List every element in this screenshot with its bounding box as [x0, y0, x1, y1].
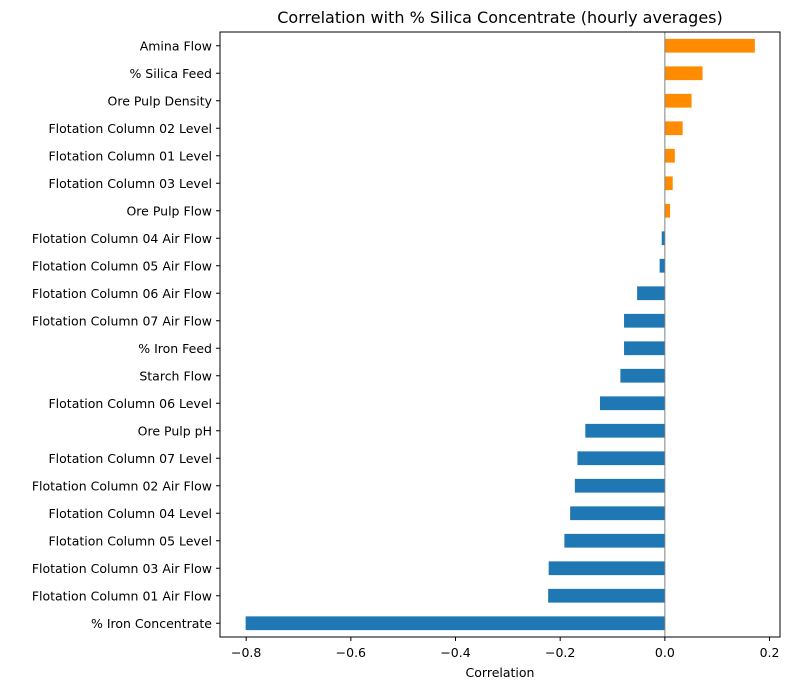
chart-title: Correlation with % Silica Concentrate (h… — [277, 8, 723, 27]
y-tick-label-19: Flotation Column 03 Air Flow — [32, 561, 212, 576]
y-tick-label-5: Flotation Column 03 Level — [48, 176, 212, 191]
bar-21 — [245, 616, 665, 631]
x-tick-label-3: −0.2 — [545, 645, 575, 660]
y-tick-label-4: Flotation Column 01 Level — [48, 148, 212, 163]
y-tick-label-18: Flotation Column 05 Level — [48, 533, 212, 548]
bar-16 — [574, 478, 665, 493]
y-tick-label-11: % Iron Feed — [138, 341, 212, 356]
bars-group — [245, 38, 755, 631]
x-ticks: −0.8 −0.6 −0.4 −0.2 0.0 0.2 — [231, 637, 779, 660]
y-tick-label-20: Flotation Column 01 Air Flow — [32, 588, 212, 603]
x-tick-label-2: −0.4 — [440, 645, 470, 660]
plot-frame — [219, 31, 781, 638]
bar-10 — [624, 313, 665, 328]
bar-19 — [548, 561, 665, 576]
bar-12 — [620, 368, 665, 383]
y-tick-label-21: % Iron Concentrate — [91, 616, 212, 631]
y-tick-label-0: Amina Flow — [140, 38, 212, 53]
bar-11 — [624, 341, 665, 356]
y-tick-label-12: Starch Flow — [139, 368, 212, 383]
bar-3 — [664, 121, 683, 136]
bar-15 — [577, 451, 665, 466]
y-tick-label-6: Ore Pulp Flow — [126, 203, 212, 218]
bar-6 — [664, 203, 671, 218]
x-tick-label-5: 0.2 — [760, 645, 780, 660]
bar-1 — [664, 66, 703, 81]
y-tick-label-17: Flotation Column 04 Level — [48, 506, 212, 521]
y-tick-label-2: Ore Pulp Density — [107, 93, 212, 108]
x-tick-label-4: 0.0 — [655, 645, 675, 660]
bar-8 — [659, 258, 665, 273]
x-axis-label: Correlation — [466, 665, 535, 680]
bar-4 — [664, 148, 675, 163]
bar-14 — [585, 423, 665, 438]
bar-17 — [570, 506, 665, 521]
bar-2 — [664, 93, 692, 108]
x-tick-label-0: −0.8 — [231, 645, 261, 660]
y-tick-label-14: Ore Pulp pH — [138, 423, 212, 438]
y-tick-label-7: Flotation Column 04 Air Flow — [32, 231, 212, 246]
bar-13 — [599, 396, 665, 411]
y-tick-labels: Amina Flow % Silica Feed Ore Pulp Density F… — [32, 38, 220, 631]
y-tick-label-10: Flotation Column 07 Air Flow — [32, 313, 212, 328]
y-tick-label-13: Flotation Column 06 Level — [48, 396, 212, 411]
y-tick-label-15: Flotation Column 07 Level — [48, 451, 212, 466]
bar-0 — [664, 38, 755, 53]
y-tick-label-8: Flotation Column 05 Air Flow — [32, 258, 212, 273]
y-tick-label-3: Flotation Column 02 Level — [48, 121, 212, 136]
y-tick-label-1: % Silica Feed — [129, 66, 212, 81]
bar-7 — [661, 231, 665, 246]
y-tick-label-16: Flotation Column 02 Air Flow — [32, 478, 212, 493]
bar-5 — [664, 176, 673, 191]
bar-20 — [548, 588, 665, 603]
bar-18 — [564, 533, 665, 548]
x-tick-label-1: −0.6 — [336, 645, 366, 660]
y-tick-label-9: Flotation Column 06 Air Flow — [32, 286, 212, 301]
bar-9 — [637, 286, 665, 301]
